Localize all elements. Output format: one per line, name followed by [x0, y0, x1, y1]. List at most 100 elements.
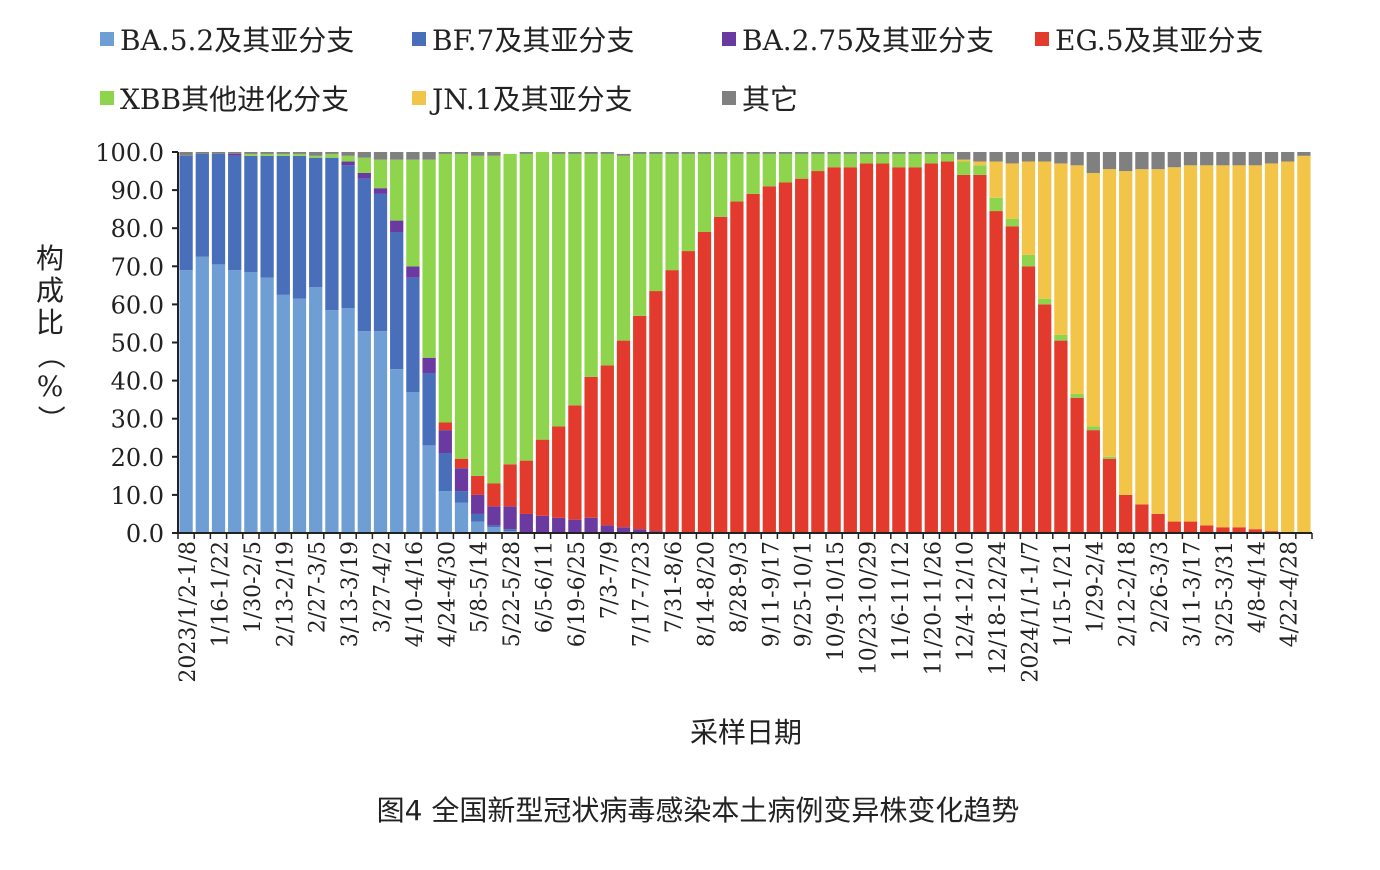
- bar-segment-6-10: [341, 152, 355, 156]
- bar-segment-4-21: [519, 153, 533, 461]
- bar-segment-2-21: [519, 513, 533, 533]
- bar-segment-5-62: [1183, 165, 1198, 522]
- legend-label: JN.1及其亚分支: [429, 83, 633, 116]
- bar-segment-6-29: [649, 152, 663, 154]
- bar-segment-1-15: [422, 372, 436, 446]
- bar-segment-4-32: [697, 153, 712, 233]
- bar-segment-6-53: [1038, 152, 1052, 162]
- bar-segment-5-60: [1151, 169, 1165, 514]
- bar-segment-2-25: [584, 517, 598, 533]
- bar-segment-3-44: [892, 167, 906, 534]
- legend-label: BF.7及其亚分支: [432, 24, 634, 57]
- bar-segment-1-8: [309, 157, 323, 288]
- bar-segment-0-3: [228, 270, 242, 533]
- x-tick-label: 9/25-10/1: [792, 541, 817, 647]
- bar-segment-0-16: [438, 491, 452, 533]
- bar-segment-6-17: [454, 152, 469, 154]
- y-tick-label: 80.0: [111, 215, 164, 243]
- bar-segment-6-44: [892, 152, 906, 154]
- bar-segment-1-1: [195, 153, 209, 257]
- x-tick-label: 2024/1/1-1/7: [1019, 541, 1044, 683]
- bar-segment-3-64: [1216, 527, 1230, 533]
- bar-segment-6-28: [633, 152, 647, 154]
- bar-segment-4-31: [681, 153, 695, 252]
- axes: 0.0 10.0 20.0 30.0 40.0 50.0 60.0 70.0 80.0 90.0 1…: [95, 139, 1313, 683]
- bar-segment-5-56: [1086, 172, 1100, 427]
- bar-segment-0-8: [309, 287, 323, 533]
- bar-segment-3-60: [1151, 513, 1165, 533]
- bar-segment-5-55: [1070, 165, 1084, 394]
- x-tick-label: 1/30-2/5: [241, 541, 266, 633]
- bar-segment-4-19: [487, 155, 501, 484]
- bar-segment-2-3: [228, 153, 242, 156]
- bar-segment-4-51: [1005, 218, 1019, 227]
- bar-segment-0-1: [195, 256, 209, 533]
- x-tick-label: 8/14-8/20: [695, 541, 720, 647]
- bar-segment-3-28: [633, 315, 647, 530]
- bar-segment-6-32: [697, 152, 712, 154]
- y-tick-label: 90.0: [111, 177, 164, 205]
- bar-segment-6-50: [989, 152, 1003, 162]
- bar-segment-0-7: [292, 298, 307, 533]
- bar-segment-4-14: [406, 159, 420, 267]
- bar-segment-1-18: [471, 513, 485, 522]
- bar-segment-5-69: [1297, 155, 1311, 533]
- bar-segment-5-48: [957, 159, 971, 162]
- bar-segment-2-26: [600, 525, 614, 533]
- bar-segment-6-21: [519, 152, 533, 154]
- legend-swatch: [412, 91, 426, 105]
- legend-swatch: [412, 32, 426, 46]
- bar-segment-5-59: [1135, 169, 1149, 505]
- bar-segment-3-38: [795, 178, 809, 534]
- bar-segment-3-61: [1167, 521, 1181, 533]
- y-axis-title-char: （: [34, 341, 67, 369]
- x-tick-label: 2/26-3/3: [1148, 541, 1173, 633]
- bar-segment-0-14: [406, 392, 420, 533]
- bar-segment-1-11: [357, 178, 371, 332]
- bar-segment-5-66: [1248, 165, 1262, 530]
- bar-segment-6-33: [714, 152, 728, 154]
- bar-segment-6-59: [1135, 152, 1149, 170]
- x-tick-label: 12/18-12/24: [986, 541, 1011, 675]
- bar-segment-4-44: [892, 153, 906, 168]
- bar-segment-1-2: [211, 153, 226, 265]
- x-tick-label: 3/27-4/2: [371, 541, 396, 633]
- bar-segment-4-27: [616, 155, 631, 341]
- bar-segment-6-38: [795, 152, 809, 154]
- y-axis-title-char: 成: [36, 274, 64, 307]
- bar-segment-1-4: [244, 155, 258, 273]
- bar-segment-6-19: [487, 152, 501, 156]
- bar-segment-4-25: [584, 153, 598, 377]
- bar-segment-3-59: [1135, 504, 1149, 533]
- x-tick-label: 2/27-3/5: [306, 541, 331, 633]
- bar-segment-3-57: [1102, 458, 1117, 533]
- bar-segment-6-14: [406, 152, 420, 160]
- bar-segment-2-27: [616, 527, 631, 533]
- x-tick-label: 3/25-3/31: [1213, 541, 1238, 647]
- bar-segment-3-43: [876, 163, 890, 533]
- bar-segment-3-62: [1183, 521, 1198, 533]
- bar-segment-1-10: [341, 165, 355, 309]
- bar-segment-6-18: [471, 152, 485, 156]
- bar-segment-3-35: [746, 193, 760, 533]
- x-tick-label: 4/10-4/16: [403, 541, 428, 647]
- bar-segment-3-24: [568, 405, 582, 520]
- bar-segment-6-4: [244, 152, 258, 154]
- bar-segment-4-15: [422, 159, 436, 358]
- bar-segment-4-30: [665, 153, 679, 271]
- bar-segment-4-17: [454, 153, 469, 459]
- bar-segment-3-25: [584, 376, 598, 518]
- bar-segment-3-37: [778, 182, 793, 534]
- bar-segment-6-54: [1054, 152, 1068, 164]
- bar-segment-3-31: [681, 251, 695, 533]
- bar-segment-2-19: [487, 506, 501, 526]
- bar-segment-3-45: [908, 167, 922, 534]
- x-tick-label: 2/12-2/18: [1116, 541, 1141, 647]
- bar-segment-0-4: [244, 272, 258, 533]
- bar-segment-1-20: [503, 529, 517, 532]
- bar-segment-3-22: [535, 439, 550, 516]
- x-tick-label: 10/9-10/15: [824, 541, 849, 661]
- bar-segment-3-33: [714, 216, 728, 533]
- bar-segment-6-52: [1021, 152, 1036, 162]
